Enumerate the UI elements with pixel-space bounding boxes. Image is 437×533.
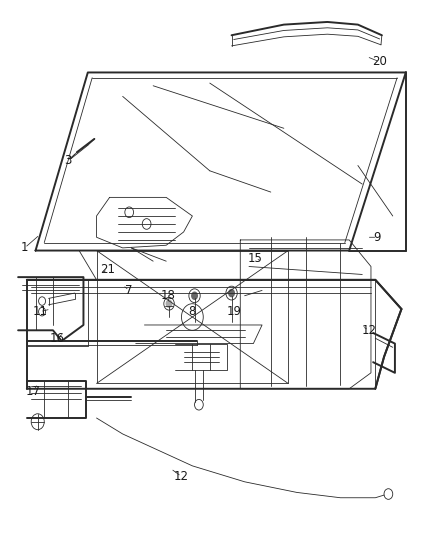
Text: 12: 12 <box>361 324 376 337</box>
Text: 18: 18 <box>161 289 176 302</box>
Text: 1: 1 <box>21 241 28 254</box>
Text: 19: 19 <box>226 305 241 318</box>
Text: 9: 9 <box>374 231 381 244</box>
Circle shape <box>228 289 235 297</box>
Text: 15: 15 <box>248 252 263 265</box>
Text: 8: 8 <box>189 305 196 318</box>
Text: 20: 20 <box>372 55 387 68</box>
Text: 16: 16 <box>50 332 65 345</box>
Text: 17: 17 <box>26 385 41 398</box>
Text: 21: 21 <box>100 263 115 276</box>
Text: 12: 12 <box>174 470 189 483</box>
Circle shape <box>166 300 173 308</box>
Text: 7: 7 <box>125 284 133 297</box>
Text: 3: 3 <box>65 154 72 167</box>
Text: 11: 11 <box>32 305 47 318</box>
Circle shape <box>191 292 198 300</box>
